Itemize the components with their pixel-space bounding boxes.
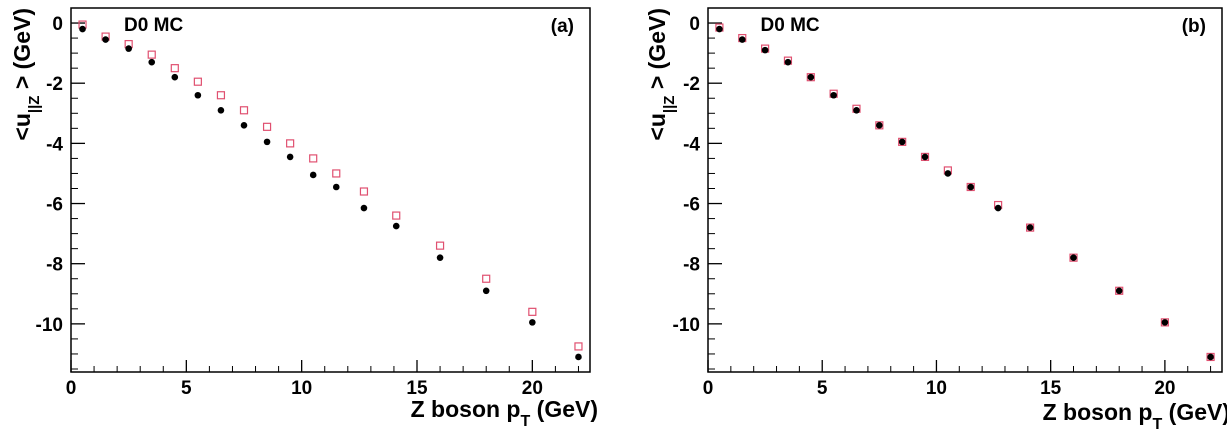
y-axis-title: <u||Z > (GeV) — [9, 8, 43, 141]
chart-panel-b: 0 5 10 15 20 0 -2 -4 -6 -8 -10 D0 MC (b) Z boson pT (… — [644, 7, 1227, 433]
data-point-filled-circle — [171, 73, 179, 81]
x-tick-label: 5 — [817, 378, 828, 399]
data-point-filled-circle — [994, 204, 1002, 212]
y-tick-label: 0 — [52, 14, 63, 35]
data-point-filled-circle — [1026, 224, 1034, 231]
y-tick-label: 0 — [689, 14, 700, 35]
data-point-filled-circle — [853, 106, 860, 114]
data-point-open-square — [286, 139, 295, 148]
data-point-open-square — [1206, 352, 1215, 362]
y-tick-label: -8 — [46, 255, 63, 276]
x-tick-label: 5 — [181, 378, 192, 399]
data-point-open-square — [147, 50, 156, 59]
data-point-open-square — [309, 154, 318, 163]
data-point-open-square — [875, 121, 884, 130]
data-point-open-square — [1160, 318, 1169, 327]
data-point-filled-circle — [807, 73, 815, 81]
x-tick-label: 0 — [703, 378, 714, 399]
data-point-filled-circle — [436, 254, 444, 261]
y-tick-label: -2 — [683, 74, 700, 95]
data-point-filled-circle — [263, 138, 271, 146]
panel-label: (b) — [1182, 16, 1206, 37]
y-tick-label: -10 — [673, 315, 700, 336]
data-point-filled-circle — [217, 106, 225, 114]
data-point-open-square — [1026, 223, 1035, 232]
x-axis-title: Z boson pT (GeV) — [411, 396, 598, 430]
x-tick-label: 15 — [1040, 378, 1062, 399]
data-point-filled-circle — [716, 25, 723, 33]
y-tick-label: -6 — [46, 195, 63, 216]
x-tick-label: 20 — [522, 378, 543, 399]
y-tick-label: -10 — [36, 315, 63, 336]
data-point-filled-circle — [944, 170, 952, 177]
data-point-open-square — [392, 211, 401, 220]
data-point-open-square — [898, 137, 907, 146]
plot-frame — [707, 7, 1223, 373]
data-point-filled-circle — [921, 153, 929, 161]
data-point-filled-circle — [79, 25, 86, 33]
data-point-filled-circle — [529, 319, 536, 326]
data-point-filled-circle — [102, 36, 109, 43]
data-point-filled-circle — [286, 153, 294, 161]
y-axis-title: <u||Z > (GeV) — [644, 8, 678, 141]
y-tick-label: -6 — [683, 195, 700, 216]
data-point-filled-circle — [332, 183, 340, 191]
data-point-open-square — [806, 73, 815, 82]
data-point-filled-circle — [1115, 287, 1123, 295]
data-point-filled-circle — [1207, 353, 1214, 361]
panel-label: (a) — [551, 16, 574, 37]
data-point-open-square — [435, 241, 445, 250]
chart-panel-a: 0 5 10 15 20 0 -2 -4 -6 -8 -10 D0 MC (a) Z boson pT (… — [9, 7, 598, 430]
data-point-open-square — [239, 106, 249, 115]
data-point-filled-circle — [360, 204, 368, 212]
data-point-filled-circle — [309, 171, 317, 179]
data-point-filled-circle — [482, 287, 490, 295]
annotation-label: D0 MC — [124, 15, 183, 36]
x-tick-label: 10 — [926, 378, 947, 399]
y-tick-label: -8 — [683, 255, 700, 276]
data-point-open-square — [1115, 286, 1124, 295]
data-point-open-square — [359, 187, 369, 196]
x-axis-title: Z boson pT (GeV) — [1043, 399, 1227, 433]
data-point-filled-circle — [967, 183, 975, 191]
y-tick-label: -2 — [46, 74, 63, 95]
data-point-open-square — [966, 182, 975, 192]
data-point-open-square — [1069, 253, 1078, 262]
data-point-filled-circle — [876, 122, 883, 129]
data-point-filled-circle — [761, 46, 769, 54]
x-tick-label: 15 — [406, 378, 428, 399]
annotation-label: D0 MC — [761, 15, 820, 36]
data-point-filled-circle — [148, 58, 156, 66]
data-point-open-square — [920, 152, 930, 162]
data-point-open-square — [482, 274, 491, 283]
data-point-filled-circle — [898, 138, 906, 146]
plot-frame — [70, 7, 591, 373]
data-point-open-square — [170, 64, 179, 73]
y-tick-label: -4 — [46, 134, 63, 155]
data-point-filled-circle — [738, 36, 746, 43]
data-point-filled-circle — [392, 222, 400, 230]
data-point-open-square — [262, 122, 272, 131]
x-tick-label: 0 — [66, 378, 77, 399]
y-tick-label: -4 — [683, 134, 700, 155]
data-point-open-square — [528, 307, 537, 316]
data-point-filled-circle — [830, 91, 837, 99]
data-point-open-square — [216, 91, 226, 100]
data-point-open-square — [574, 342, 583, 351]
x-tick-label: 20 — [1154, 378, 1175, 399]
data-point-filled-circle — [240, 122, 248, 129]
data-point-filled-circle — [194, 91, 202, 99]
data-point-filled-circle — [784, 58, 792, 66]
x-tick-label: 10 — [291, 378, 312, 399]
data-point-filled-circle — [125, 45, 132, 52]
data-point-open-square — [193, 77, 202, 86]
data-point-filled-circle — [1161, 319, 1169, 326]
data-point-open-square — [332, 169, 341, 178]
data-point-filled-circle — [1070, 254, 1077, 261]
data-point-filled-circle — [575, 353, 582, 361]
